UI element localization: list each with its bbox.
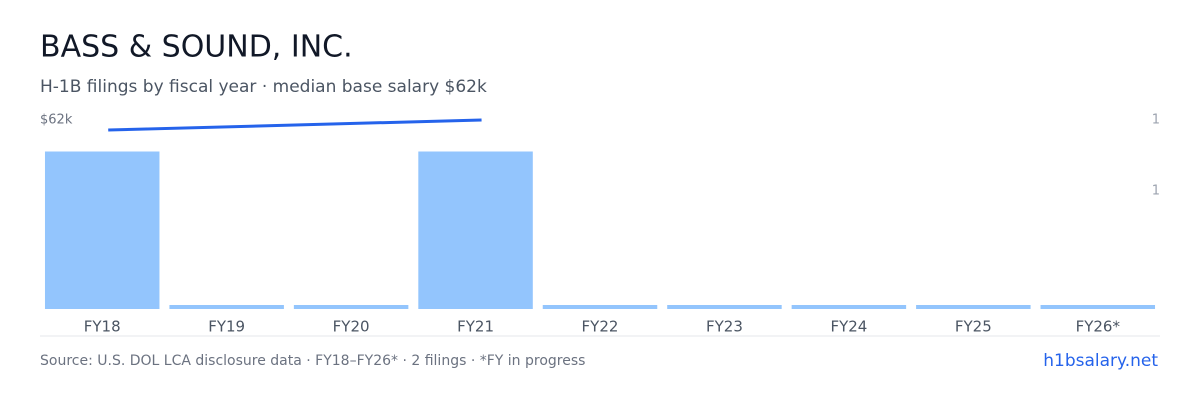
y-tick-label: 1 xyxy=(1152,183,1160,198)
x-tick-label: FY21 xyxy=(457,318,494,336)
bar xyxy=(542,305,658,309)
bar xyxy=(44,151,160,309)
x-tick-label: FY20 xyxy=(333,318,370,336)
y-tick-label: 1 xyxy=(1152,113,1160,128)
source-note: Source: U.S. DOL LCA disclosure data · F… xyxy=(40,353,585,369)
salary-line xyxy=(108,118,482,132)
bar xyxy=(1040,305,1156,309)
x-tick-label: FY26* xyxy=(1076,318,1121,336)
bar xyxy=(169,305,284,309)
y2-tick-label: $62k xyxy=(40,113,73,128)
x-tick-label: FY19 xyxy=(208,318,245,336)
bar xyxy=(667,305,782,309)
x-tick-label: FY23 xyxy=(706,318,743,336)
bar xyxy=(791,305,907,309)
bar xyxy=(293,305,409,309)
x-tick-label: FY25 xyxy=(955,318,992,336)
x-tick-label: FY24 xyxy=(830,318,867,336)
chart-title: BASS & SOUND, INC. xyxy=(40,30,353,65)
site-link[interactable]: h1bsalary.net xyxy=(1043,351,1158,371)
chart-subtitle: H-1B filings by fiscal year · median bas… xyxy=(40,77,487,97)
bar xyxy=(916,305,1031,309)
x-tick-label: FY18 xyxy=(84,318,121,336)
bar xyxy=(418,151,533,309)
site-link-text[interactable]: h1bsalary.net xyxy=(1043,351,1158,371)
x-tick-label: FY22 xyxy=(582,318,619,336)
